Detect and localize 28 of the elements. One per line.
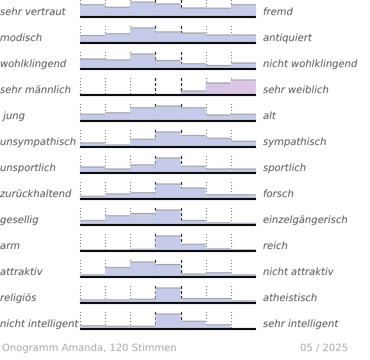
- y2-axis-title: einzelgängerisch: [263, 214, 348, 228]
- y-axis-title: jung: [1, 110, 25, 124]
- y-axis-title: wohlklingend: [0, 58, 66, 72]
- text: Onogramm Amanda, 120 Stimmen: [2, 343, 177, 354]
- y-axis-title: arm: [0, 240, 20, 254]
- y2-axis-title: fremd: [263, 6, 293, 20]
- y-axis-title: unsportlich: [0, 162, 56, 176]
- y2-axis-title: sportlich: [263, 162, 306, 176]
- y2-axis-title: atheistisch: [263, 292, 318, 306]
- y-axis-title: religiös: [0, 292, 36, 306]
- y-axis-title: sehr vertraut: [0, 6, 66, 20]
- y2-axis-title: forsch: [263, 188, 294, 202]
- y-axis-title: zurückhaltend: [0, 188, 72, 202]
- y-axis-title: gesellig: [0, 214, 39, 228]
- y2-axis-title: nicht wohlklingend: [263, 58, 358, 72]
- y-axis-title: modisch: [0, 32, 42, 46]
- y2-axis-title: nicht attraktiv: [263, 266, 334, 280]
- y-axis-title: attraktiv: [0, 266, 43, 280]
- y2-axis-title: sehr weiblich: [263, 84, 329, 98]
- y2-axis-title: alt: [263, 110, 276, 124]
- y2-axis-title: reich: [263, 240, 288, 254]
- y2-axis-title: antiquiert: [263, 32, 312, 46]
- y-axis-title: unsympathisch: [0, 136, 76, 150]
- text: 05 / 2025: [300, 343, 348, 354]
- y-axis-title: nicht intelligent: [0, 318, 78, 332]
- y-axis-title: sehr männlich: [0, 84, 71, 98]
- y2-axis-title: sympathisch: [263, 136, 326, 150]
- y2-axis-title: sehr intelligent: [263, 318, 338, 332]
